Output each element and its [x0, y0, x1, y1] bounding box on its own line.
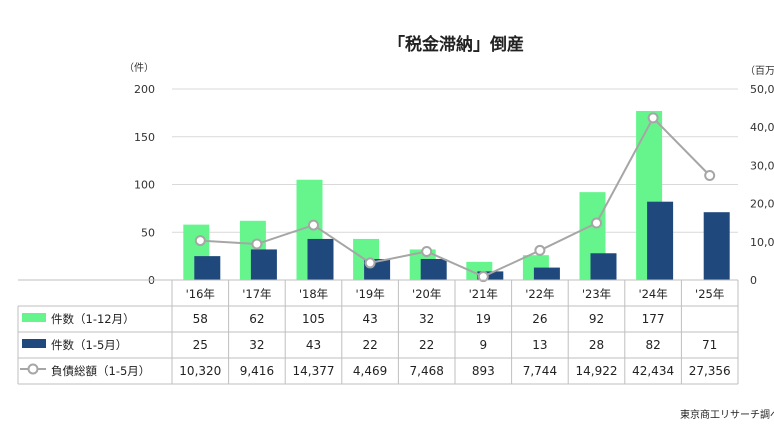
table-value: 13 — [532, 338, 547, 352]
legend-swatch-jan-may — [22, 339, 46, 348]
legend-swatch-annual — [22, 313, 46, 322]
debt-point — [364, 257, 376, 269]
bar-jan-may — [477, 271, 504, 280]
table-value: 26 — [532, 312, 547, 326]
table-value: 177 — [642, 312, 665, 326]
table-value: 14,922 — [576, 364, 618, 378]
x-tick-label: '23年 — [582, 287, 611, 301]
legend-marker-debt — [27, 363, 39, 375]
table-value: 14,377 — [293, 364, 335, 378]
source-note: 東京商工リサーチ調べ — [680, 408, 774, 421]
debt-point — [647, 112, 659, 124]
table-value: 71 — [702, 338, 717, 352]
debt-line — [200, 116, 711, 278]
debt-point — [534, 244, 546, 256]
table-value: 32 — [419, 312, 434, 326]
legend-label-debt: 負債総額（1-5月） — [51, 364, 150, 378]
table-value: 62 — [249, 312, 264, 326]
x-tick-label: '16年 — [186, 287, 215, 301]
table-value: 32 — [249, 338, 264, 352]
bar-jan-may — [194, 256, 221, 280]
table-value: 19 — [476, 312, 491, 326]
table-value: 10,320 — [179, 364, 221, 378]
y-left-tick-label: 200 — [134, 83, 155, 96]
y-right-tick-label: 0 — [750, 274, 757, 287]
debt-point — [591, 217, 602, 229]
table-value: 43 — [362, 312, 377, 326]
table-value: 27,356 — [689, 364, 731, 378]
left-axis-unit: （件） — [124, 62, 154, 74]
legend-label-annual: 件数（1-12月） — [51, 312, 135, 326]
x-tick-label: '17年 — [242, 287, 271, 301]
table-value: 82 — [645, 338, 660, 352]
debt-point — [308, 219, 319, 231]
table-value: 42,434 — [632, 364, 674, 378]
y-left-tick-label: 50 — [141, 226, 155, 239]
bar-jan-may — [420, 258, 447, 280]
debt-point — [704, 170, 716, 182]
y-right-tick-label: 40,000 — [750, 121, 774, 134]
x-tick-label: '22年 — [525, 287, 554, 301]
y-left-tick-label: 100 — [134, 179, 155, 192]
bar-jan-may — [647, 201, 674, 280]
x-tick-label: '20年 — [412, 287, 441, 301]
debt-point — [421, 245, 433, 257]
table-value: 105 — [302, 312, 325, 326]
table-value: 9,416 — [240, 364, 274, 378]
chart-title: 「税金滞納」倒産 — [388, 34, 524, 55]
x-tick-label: '19年 — [355, 287, 384, 301]
bar-jan-may — [533, 267, 560, 280]
table-value: 4,469 — [353, 364, 387, 378]
x-tick-label: '25年 — [695, 287, 724, 301]
table-value: 22 — [362, 338, 377, 352]
y-left-tick-label: 150 — [134, 131, 155, 144]
table-value: 58 — [193, 312, 208, 326]
table-value: 25 — [193, 338, 208, 352]
table-value: 43 — [306, 338, 321, 352]
y-right-tick-label: 20,000 — [750, 198, 774, 211]
debt-point — [194, 235, 206, 247]
table-value: 9 — [479, 338, 487, 352]
y-right-tick-label: 10,000 — [750, 236, 774, 249]
debt-point — [477, 271, 489, 283]
x-tick-label: '21年 — [469, 287, 498, 301]
debt-point — [251, 238, 263, 250]
bar-jan-may — [307, 238, 334, 280]
x-tick-label: '18年 — [299, 287, 328, 301]
bar-jan-may — [250, 249, 277, 280]
table-value: 28 — [589, 338, 604, 352]
table-value: 22 — [419, 338, 434, 352]
y-right-tick-label: 30,000 — [750, 159, 774, 172]
table-value: 92 — [589, 312, 604, 326]
table-value: 7,744 — [523, 364, 557, 378]
right-axis-unit: （百万円） — [745, 65, 774, 77]
x-tick-label: '24年 — [638, 287, 667, 301]
bar-jan-may — [590, 253, 617, 280]
y-right-tick-label: 50,000 — [750, 83, 774, 96]
table-value: 893 — [472, 364, 495, 378]
legend-label-jan-may: 件数（1-5月） — [51, 338, 127, 352]
bar-jan-may — [703, 212, 730, 280]
table-value: 7,468 — [410, 364, 444, 378]
